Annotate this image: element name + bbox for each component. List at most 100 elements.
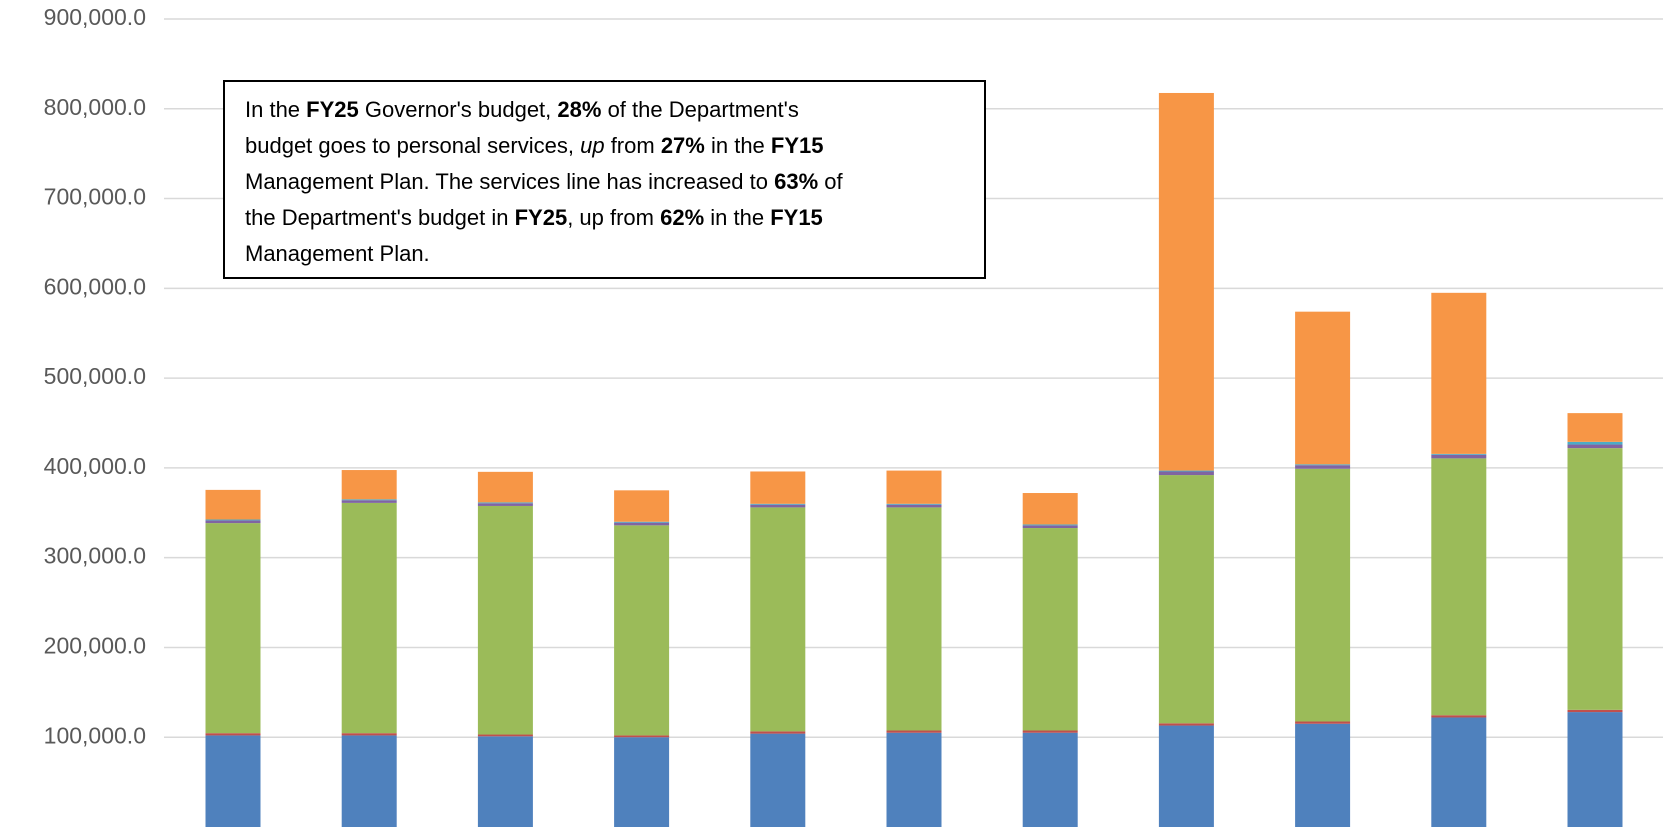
y-tick-label: 800,000.0 [44,94,146,120]
bar-segment [1158,471,1214,476]
y-tick-label: 900,000.0 [44,4,146,30]
y-tick-label: 700,000.0 [44,184,146,210]
bar-segment [1431,458,1487,716]
bar-segment [1567,712,1623,827]
bar-segment [1158,470,1214,472]
bar-segment [1567,444,1623,449]
bar-segment [614,735,670,738]
annotation-text: from [604,133,661,158]
y-tick-label: 400,000.0 [44,453,146,479]
bar-segment [1567,709,1623,713]
bar-segment [1567,448,1623,710]
annotation-text: in the [704,205,771,230]
bar-segment [1431,454,1487,459]
annotation-line: Management Plan. [245,236,964,272]
bar-segment [1022,524,1078,526]
annotation-text: Management Plan. [245,241,430,266]
annotation-line: In the FY25 Governor's budget, 28% of th… [245,92,964,128]
annotation-text: Management Plan. The services line has i… [245,169,775,194]
bar-segment [1431,715,1487,718]
bar-segment [341,470,397,500]
annotation-text: FY25 [514,205,568,230]
annotation-text: 28% [557,97,602,122]
annotation-text: budget goes to personal services, [245,133,581,158]
annotation-text: FY15 [770,205,823,230]
annotation-text: , up from [567,205,661,230]
bar-segment [614,490,670,522]
y-tick-label: 300,000.0 [44,543,146,569]
bar-segment [1158,725,1214,827]
bar-segment [341,500,397,503]
bar-segment [1295,723,1351,827]
bar-segment [614,525,670,736]
bar-segment [205,735,261,827]
bar-segment [1022,528,1078,731]
bar-segment [750,471,806,504]
annotation-text: 62% [660,205,705,230]
bar-segment [1158,92,1214,471]
bar-segment [341,499,397,501]
annotation-text: FY15 [770,133,824,158]
bar-segment [341,733,397,736]
bar-segment [886,507,942,731]
y-tick-label: 100,000.0 [44,722,146,748]
bar-segment [1158,723,1214,726]
bar-segment [1295,464,1351,466]
bar-segment [477,471,533,503]
annotation-line: the Department's budget in FY25, up from… [245,200,964,236]
bar-segment [205,489,261,520]
bar-segment [886,503,942,505]
annotation-text: Governor's budget, [358,97,558,122]
annotation-box: In the FY25 Governor's budget, 28% of th… [223,80,986,279]
y-tick-label: 200,000.0 [44,633,146,659]
bar-segment [750,503,806,505]
bar-segment [750,731,806,734]
annotation-text: In the [245,97,307,122]
bar-segment [477,734,533,737]
annotation-text: 27% [660,133,705,158]
bar-segment [1158,475,1214,724]
bar-segment [477,736,533,827]
bar-segment [750,733,806,827]
y-tick-label: 500,000.0 [44,363,146,389]
bar-segment [1431,453,1487,455]
annotation-text: of the Department's [601,97,799,122]
bar-segment [1022,732,1078,827]
annotation-text: in the [704,133,771,158]
bar-segment [1022,493,1078,525]
bar-segment [886,470,942,504]
annotation-line: budget goes to personal services, up fro… [245,128,964,164]
bar-segment [1022,730,1078,733]
bar-segment [1295,311,1351,465]
annotation-text: 63% [774,169,819,194]
bar-segment [1295,465,1351,469]
bar-segment [614,522,670,526]
bar-segment [886,730,942,733]
annotation-line: Management Plan. The services line has i… [245,164,964,200]
bar-segment [205,519,261,521]
bar-segment [886,504,942,508]
bar-segment [1022,525,1078,529]
annotation-text: up [580,133,605,158]
bar-segment [477,505,533,735]
bar-segment [750,504,806,508]
bar-segment [1431,717,1487,827]
bar-segment [1431,292,1487,454]
bar-segment [614,737,670,827]
bar-segment [1295,468,1351,722]
bar-segment [750,507,806,732]
annotation-text: the Department's budget in [245,205,515,230]
bar-segment [614,521,670,523]
bar-segment [341,502,397,734]
bar-segment [205,733,261,736]
bar-segment [886,732,942,827]
bar-segment [205,520,261,524]
bar-segment [1567,441,1623,445]
bar-segment [341,735,397,827]
annotation-text: FY25 [306,97,359,122]
annotation-text: of [818,169,843,194]
bar-segment [1567,413,1623,442]
bar-segment [477,503,533,506]
